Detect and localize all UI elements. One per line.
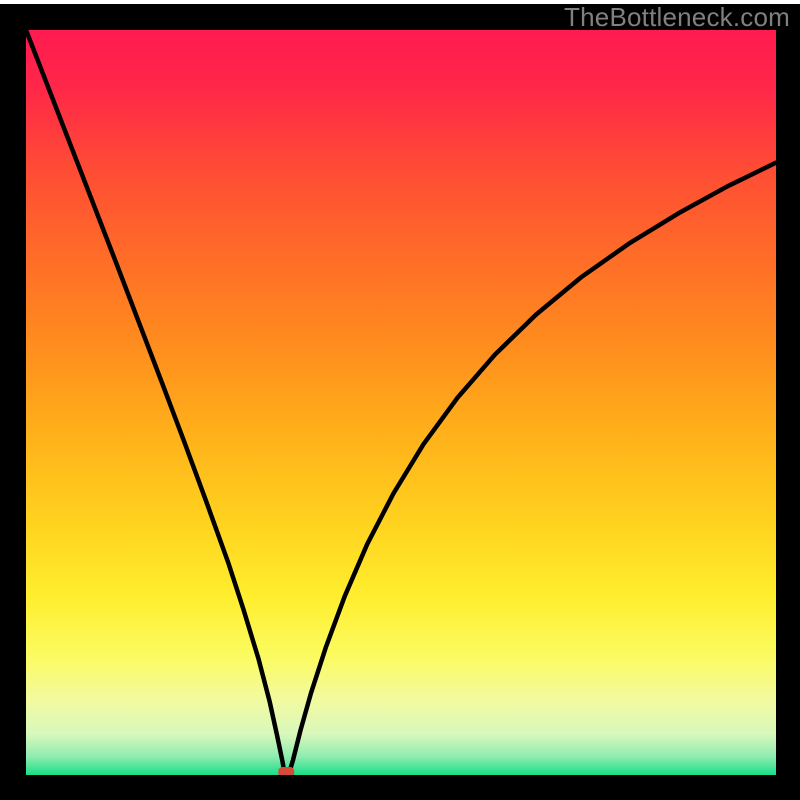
plot-background [26, 30, 776, 775]
bottleneck-chart-svg [0, 0, 800, 800]
watermark-label: TheBottleneck.com [564, 2, 790, 33]
chart-canvas: TheBottleneck.com [0, 0, 800, 800]
